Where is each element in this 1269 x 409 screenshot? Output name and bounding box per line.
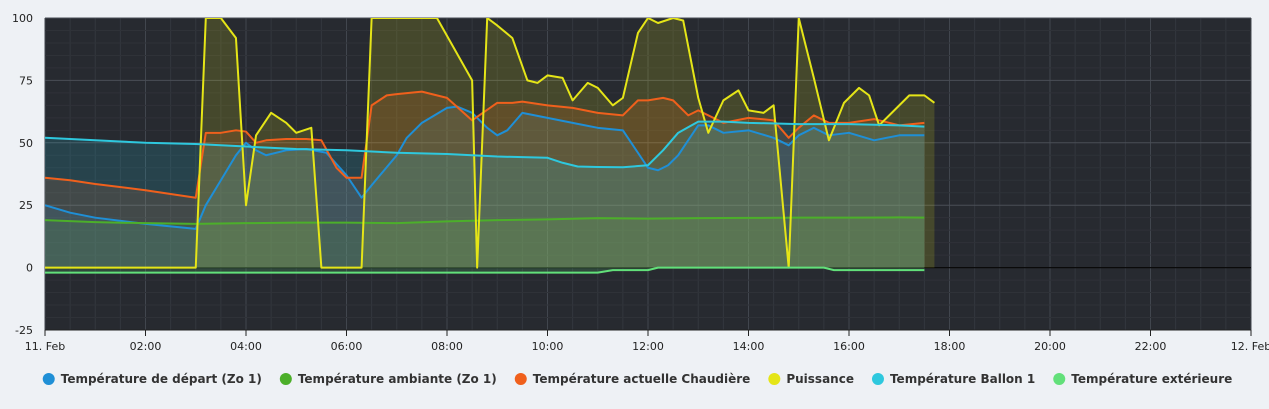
series-area [45,18,935,268]
legend: Température de départ (Zo 1) Température … [42,372,1232,386]
series-line[interactable] [45,266,925,274]
x-tick-label: 04:00 [230,340,262,353]
series-line[interactable] [45,18,936,269]
legend-marker-icon [768,373,781,385]
series-area [45,121,925,268]
x-tick-label: 22:00 [1135,340,1167,353]
x-tick-label: 11. Feb [25,340,65,353]
legend-label: Température extérieure [1071,372,1232,386]
series-line[interactable] [45,216,925,225]
x-tick-label: 12. Feb [1231,340,1269,353]
legend-marker-icon [42,373,55,385]
x-tick-label: 12:00 [632,340,664,353]
series-lines [45,18,936,274]
legend-item[interactable]: Température ambiante (Zo 1) [279,372,497,386]
series-area [45,267,925,273]
legend-label: Température Ballon 1 [890,372,1035,386]
series-line[interactable] [45,120,925,169]
x-tick-label: 02:00 [130,340,162,353]
y-tick-label: 25 [19,199,33,212]
series-area [45,217,925,268]
series-line[interactable] [45,105,925,230]
legend-label: Puissance [786,372,854,386]
x-tick-label: 16:00 [833,340,865,353]
x-tick-label: 10:00 [532,340,564,353]
x-tick-label: 20:00 [1034,340,1066,353]
legend-marker-icon [871,373,884,385]
x-tick-label: 14:00 [733,340,765,353]
legend-marker-icon [1053,373,1066,385]
y-tick-label: -25 [15,324,33,337]
legend-item[interactable]: Puissance [768,372,854,386]
legend-label: Température ambiante (Zo 1) [298,372,497,386]
y-tick-label: 75 [19,74,33,87]
legend-label: Température actuelle Chaudière [533,372,751,386]
x-tick-label: 18:00 [934,340,966,353]
legend-marker-icon [279,373,292,385]
legend-item[interactable]: Température Ballon 1 [871,372,1035,386]
y-tick-label: 100 [12,12,33,25]
axes: 100 75 50 25 0 -25 11. Feb 02:00 04:00 06:00 08:00… [12,12,1269,353]
legend-item[interactable]: Température actuelle Chaudière [514,372,751,386]
legend-label: Température de départ (Zo 1) [61,372,262,386]
x-tick-label: 08:00 [431,340,463,353]
legend-item[interactable]: Température extérieure [1053,372,1232,386]
y-tick-label: 50 [19,137,33,150]
y-tick-label: 0 [26,262,33,275]
x-tick-label: 06:00 [331,340,363,353]
legend-item[interactable]: Température de départ (Zo 1) [42,372,262,386]
legend-marker-icon [514,373,527,385]
series-area [45,106,925,268]
